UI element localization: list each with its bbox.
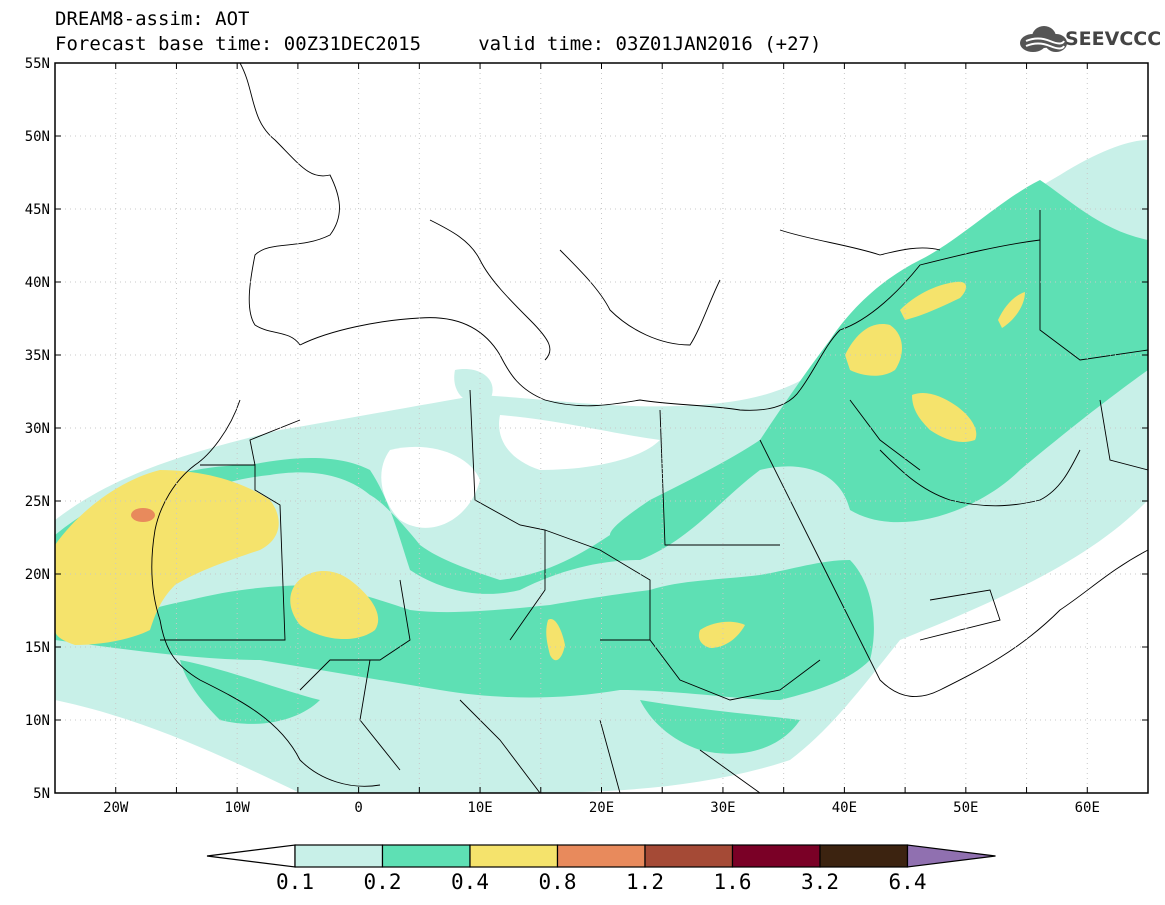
lat-label: 45N (25, 202, 50, 218)
lat-label: 40N (25, 275, 50, 291)
colorbar-label: 0.4 (451, 870, 489, 894)
lat-label: 20N (25, 567, 50, 583)
colorbar-arrow-high (906, 844, 996, 868)
colorbar-box (556, 844, 646, 868)
lat-label: 30N (25, 421, 50, 437)
colorbar-label: 1.6 (714, 870, 752, 894)
map-grid (55, 63, 1148, 793)
logo-text: SEEVCCC (1065, 28, 1162, 50)
lon-label: 20W (103, 800, 129, 816)
colorbar-box (469, 844, 559, 868)
lon-label: 40E (832, 800, 857, 816)
colorbar-label: 0.1 (276, 870, 314, 894)
colorbar-box (644, 844, 734, 868)
colorbar-label: 6.4 (889, 870, 927, 894)
lat-label: 10N (25, 713, 50, 729)
lon-label: 0 (354, 800, 362, 816)
lat-label: 25N (25, 494, 50, 510)
lon-label: 30E (710, 800, 735, 816)
lon-label: 10E (467, 800, 492, 816)
lat-label: 5N (33, 786, 50, 802)
colorbar-box (819, 844, 909, 868)
colorbar-label: 1.2 (626, 870, 664, 894)
lat-label: 15N (25, 640, 50, 656)
colorbar-arrow-low (206, 844, 296, 868)
map-title: DREAM8-assim: AOT (55, 8, 250, 30)
colorbar-label: 0.2 (364, 870, 402, 894)
colorbar-box (381, 844, 471, 868)
lon-label: 10W (225, 800, 251, 816)
lon-label: 20E (589, 800, 614, 816)
lat-label: 50N (25, 129, 50, 145)
cloud-icon (1020, 26, 1067, 52)
colorbar-label: 0.8 (539, 870, 577, 894)
forecast-time-line: Forecast base time: 00Z31DEC2015 valid t… (55, 33, 822, 55)
colorbar-box (731, 844, 821, 868)
lon-label: 50E (953, 800, 978, 816)
lon-label: 60E (1075, 800, 1100, 816)
colorbar (206, 844, 996, 868)
lat-label: 35N (25, 348, 50, 364)
colorbar-box (294, 844, 384, 868)
lat-label: 55N (25, 56, 50, 72)
colorbar-label: 3.2 (801, 870, 839, 894)
